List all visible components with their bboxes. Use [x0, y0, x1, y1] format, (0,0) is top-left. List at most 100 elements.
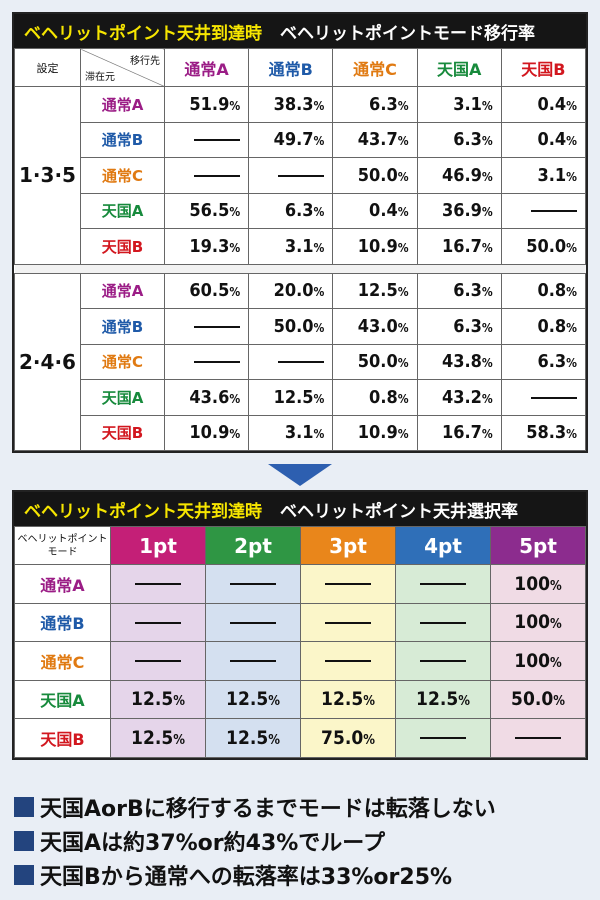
dash-icon — [135, 660, 181, 663]
cell-number: 0.8 — [537, 315, 567, 337]
rate-cell: 43.7% — [332, 121, 418, 158]
percent-sign: % — [549, 578, 562, 594]
percent-sign: % — [481, 134, 493, 149]
percent-sign: % — [229, 285, 241, 300]
cell-number: 12.5 — [321, 688, 364, 711]
percent-sign: % — [481, 320, 493, 335]
cell-number: 36.9 — [441, 200, 482, 222]
rate-cell: 6.3% — [248, 192, 334, 229]
note-item: 天国AorBに移行するまでモードは転落しない — [14, 790, 590, 824]
rate-cell: 36.9% — [416, 192, 502, 229]
dash-icon — [194, 325, 241, 328]
table-row: 通常A 100% — [14, 564, 586, 604]
dash-icon — [420, 660, 466, 663]
cell-number: 43.0 — [357, 315, 398, 337]
rate-cell: 19.3% — [163, 228, 250, 265]
dash-icon — [515, 737, 561, 740]
cell-number: 6.3 — [369, 93, 398, 115]
percent-sign: % — [481, 391, 493, 406]
percent-sign: % — [313, 391, 325, 406]
selection-rate-cell: 50.0% — [490, 679, 586, 719]
header-diagonal-cell: 移行先 滞在元 — [80, 48, 165, 87]
cell-number: 16.7 — [441, 235, 482, 257]
mode-transition-panel: ベヘリットポイント天井到達時 ベヘリットポイントモード移行率 設定 移行先 滞在… — [12, 12, 588, 453]
table-row: 天国B 10.9% 3.1% 10.9% 16.7% 58.3% — [15, 414, 587, 451]
cell-number: 6.3 — [453, 129, 482, 151]
cell-number: 19.3 — [189, 235, 230, 257]
percent-sign: % — [397, 240, 409, 255]
rate-cell — [163, 343, 250, 380]
rate-cell: 50.0% — [332, 343, 418, 380]
mode-label: 通常B — [14, 602, 111, 642]
cell-number: 100 — [514, 611, 550, 634]
selection-rate-cell — [395, 564, 491, 604]
rate-cell: 6.3% — [416, 308, 502, 345]
dash-icon — [531, 396, 577, 399]
rate-cell — [163, 157, 250, 194]
ceiling-selection-panel: ベヘリットポイント天井到達時 ベヘリットポイント天井選択率 ベヘリットポイント … — [12, 490, 588, 760]
percent-sign: % — [173, 694, 185, 710]
cell-number: 100 — [514, 649, 550, 672]
percent-sign: % — [481, 169, 493, 184]
cell-number: 16.7 — [441, 422, 482, 444]
square-bullet-icon — [14, 797, 34, 817]
ceiling-selection-title-left: ベヘリットポイント天井到達時 — [24, 501, 262, 522]
rate-cell: 43.0% — [332, 308, 418, 345]
table-row: 2·4·6 通常A 60.5% 20.0% 12.5% 6.3% 0.8% — [14, 272, 587, 451]
dash-icon — [230, 583, 276, 586]
table-row: 通常C 50.0% 43.8% 6.3% — [15, 343, 587, 380]
dash-icon — [278, 174, 325, 177]
percent-sign: % — [363, 694, 375, 710]
percent-sign: % — [313, 320, 325, 335]
note-item: 天国Aは約37%or約43%でループ — [14, 824, 590, 858]
dash-icon — [325, 583, 371, 586]
selection-rate-cell — [395, 718, 491, 758]
mode-label: 天国A — [14, 679, 111, 719]
col-header-tsA: 通常A — [163, 48, 250, 87]
percent-sign: % — [566, 134, 577, 149]
cell-number: 20.0 — [273, 280, 314, 302]
percent-sign: % — [229, 98, 241, 113]
cell-number: 3.1 — [537, 164, 567, 186]
rate-cell: 60.5% — [163, 272, 250, 309]
group-separator-cell — [14, 263, 586, 274]
percent-sign: % — [553, 694, 565, 710]
percent-sign: % — [566, 356, 577, 371]
selection-rate-cell: 12.5% — [205, 718, 301, 758]
note-text: 天国Bから通常への転落率は33%or25% — [40, 865, 453, 890]
table-row: 通常B 100% — [14, 602, 586, 642]
source-mode-label: 天国B — [80, 414, 165, 451]
percent-sign: % — [566, 320, 577, 335]
percent-sign: % — [229, 427, 241, 442]
table-row: 通常C 50.0% 46.9% 3.1% — [15, 157, 587, 194]
cell-number: 0.8 — [537, 280, 567, 302]
source-mode-label: 通常C — [80, 157, 165, 194]
dash-icon — [194, 174, 241, 177]
selection-rate-cell — [110, 602, 206, 642]
group-separator — [14, 263, 586, 274]
cell-number: 43.2 — [441, 386, 482, 408]
percent-sign: % — [313, 134, 325, 149]
table-row: 1·3·5 通常A 51.9% 38.3% 6.3% 3.1% 0.4% — [14, 86, 587, 265]
rate-cell — [500, 379, 587, 416]
cell-number: 6.3 — [453, 280, 482, 302]
rate-cell: 46.9% — [416, 157, 502, 194]
selection-rate-cell: 100% — [490, 602, 586, 642]
rate-cell: 3.1% — [248, 414, 334, 451]
rate-cell: 50.0% — [332, 157, 418, 194]
cell-number: 50.0 — [357, 351, 398, 373]
rate-cell: 16.7% — [416, 228, 502, 265]
rate-cell: 16.7% — [416, 414, 502, 451]
cell-number: 43.7 — [357, 129, 398, 151]
percent-sign: % — [481, 427, 493, 442]
cell-number: 0.8 — [369, 386, 398, 408]
dash-icon — [420, 583, 466, 586]
cell-number: 12.5 — [131, 726, 174, 749]
selection-rate-cell — [110, 641, 206, 681]
rate-cell — [163, 121, 250, 158]
dash-icon — [194, 361, 241, 364]
dash-icon — [135, 583, 181, 586]
rate-cell: 0.4% — [500, 86, 587, 123]
rate-cell — [163, 308, 250, 345]
selection-rate-cell: 12.5% — [110, 718, 206, 758]
